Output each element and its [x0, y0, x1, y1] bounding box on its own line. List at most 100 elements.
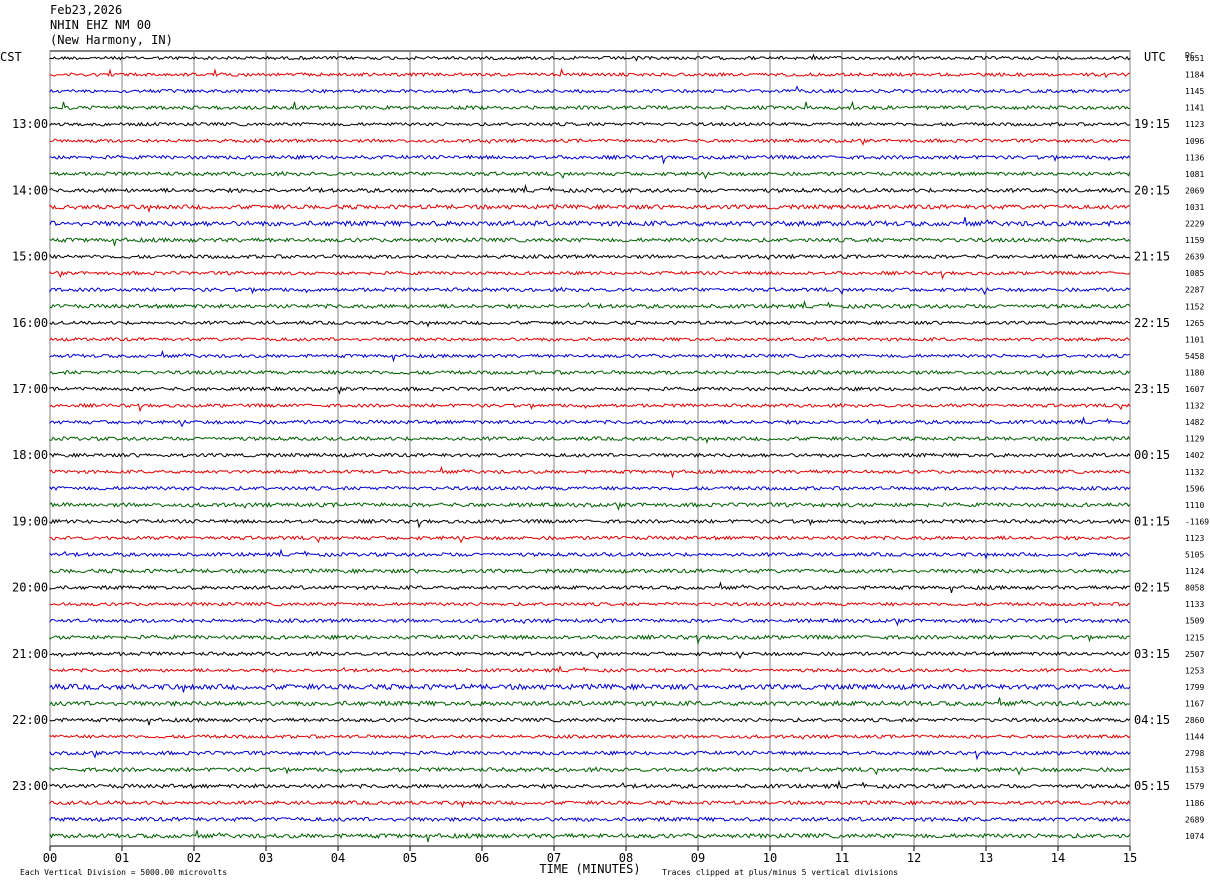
trace-line	[49, 518, 1131, 529]
grid-lines	[49, 51, 1131, 851]
dc-offset-label: 1215	[1185, 633, 1204, 642]
right-hour-label: 02:15	[1134, 581, 1170, 595]
trace-line	[49, 830, 1131, 843]
x-tick-label: 03	[259, 851, 273, 865]
right-hour-label: 04:15	[1134, 713, 1170, 727]
trace-line	[49, 349, 1131, 363]
trace-line	[49, 535, 1131, 544]
dc-offset-label: 1509	[1185, 617, 1204, 626]
trace-line	[49, 682, 1131, 693]
right-timezone-label: UTC	[1144, 50, 1166, 64]
trace-line	[49, 299, 1131, 310]
x-tick-label: 11	[835, 851, 849, 865]
trace-line	[49, 183, 1131, 194]
trace-line	[49, 270, 1131, 280]
x-tick-label: 04	[331, 851, 345, 865]
dc-offset-label: 1153	[1185, 766, 1204, 775]
dc-offset-label: 5105	[1185, 551, 1204, 560]
dc-offset-label: 1124	[1185, 567, 1204, 576]
dc-offset-label: 1110	[1185, 501, 1204, 510]
x-tick-label: 14	[1051, 851, 1065, 865]
right-hour-label: 22:15	[1134, 316, 1170, 330]
trace-line	[49, 416, 1131, 428]
label-group: 00 01 02 03 04 05 06 07 08 09 10 11 12 13 14 15 1051 1184…	[12, 54, 1209, 865]
right-hour-label: 20:15	[1134, 183, 1170, 197]
x-tick-label: 05	[403, 851, 417, 865]
trace-line	[49, 100, 1131, 111]
trace-line	[49, 85, 1131, 94]
x-tick-label: 07	[547, 851, 561, 865]
trace-line	[49, 816, 1131, 823]
dc-offset-label: 8058	[1185, 584, 1204, 593]
left-hour-label: 13:00	[12, 117, 48, 131]
right-hour-label: 03:15	[1134, 647, 1170, 661]
trace-line	[49, 697, 1131, 707]
x-tick-label: 01	[115, 851, 129, 865]
dc-offset-label: 1799	[1185, 683, 1204, 692]
left-hour-label: 21:00	[12, 647, 48, 661]
dc-offset-label: 1482	[1185, 418, 1204, 427]
trace-line	[49, 121, 1131, 127]
trace-line	[49, 286, 1131, 296]
location-label: (New Harmony, IN)	[50, 33, 173, 47]
dc-offset-label: 1253	[1185, 666, 1204, 675]
x-tick-label: 00	[43, 851, 57, 865]
dc-offset-label: 1184	[1185, 71, 1204, 80]
trace-group	[49, 53, 1131, 843]
trace-line	[49, 386, 1131, 395]
trace-line	[49, 138, 1131, 146]
dc-offset-label: 1129	[1185, 435, 1204, 444]
dc-offset-label: 2287	[1185, 286, 1204, 295]
dc-offset-label: 2860	[1185, 716, 1204, 725]
plot-frame	[49, 50, 1131, 847]
dc-offset-label: 2069	[1185, 186, 1204, 195]
dc-offset-label: 1123	[1185, 120, 1204, 129]
trace-line	[49, 766, 1131, 776]
left-hour-label: 16:00	[12, 316, 48, 330]
x-tick-label: 08	[619, 851, 633, 865]
trace-line	[49, 67, 1131, 79]
trace-line	[49, 336, 1131, 342]
dc-offset-label: 1074	[1185, 832, 1204, 841]
left-timezone-label: CST	[0, 50, 22, 64]
dc-offset-label: 1132	[1185, 402, 1204, 411]
trace-line	[49, 435, 1131, 444]
x-tick-label: 15	[1123, 851, 1137, 865]
x-tick-label: 06	[475, 851, 489, 865]
dc-offset-label: 1180	[1185, 368, 1204, 377]
date-label: Feb23,2026	[50, 3, 123, 17]
trace-line	[49, 203, 1131, 214]
trace-line	[49, 369, 1131, 377]
left-hour-label: 17:00	[12, 382, 48, 396]
trace-line	[49, 617, 1130, 627]
dc-offset-label: 1081	[1185, 170, 1204, 179]
left-hour-label: 22:00	[12, 713, 48, 727]
trace-line	[49, 601, 1131, 607]
dc-offset-label: 1141	[1185, 104, 1204, 113]
left-hour-label: 19:00	[12, 514, 48, 528]
trace-line	[49, 779, 1131, 790]
left-hour-label: 14:00	[12, 183, 48, 197]
dc-offset-label: 1136	[1185, 153, 1204, 162]
dc-offset-label: 1133	[1185, 600, 1204, 609]
dc-offset-label: 2229	[1185, 220, 1204, 229]
trace-line	[49, 154, 1131, 165]
dc-offset-label: 1123	[1185, 534, 1204, 543]
dc-offset-label: 1596	[1185, 484, 1204, 493]
trace-line	[49, 581, 1131, 594]
trace-line	[49, 170, 1131, 180]
dc-offset-label: 1132	[1185, 468, 1204, 477]
dc-offset-label: 1101	[1185, 335, 1204, 344]
dc-offset-label: 2689	[1185, 815, 1204, 824]
dc-offset-label: 1051	[1185, 54, 1204, 63]
trace-line	[49, 320, 1131, 328]
dc-offset-label: 2639	[1185, 253, 1204, 262]
trace-line	[49, 465, 1131, 479]
trace-line	[49, 634, 1131, 646]
station-label: NHIN EHZ NM 00	[50, 18, 152, 32]
trace-line	[49, 452, 1131, 459]
dc-offset-label: 1145	[1185, 87, 1204, 96]
x-tick-label: 02	[187, 851, 201, 865]
dc-offset-label: 5458	[1185, 352, 1204, 361]
x-tick-label: 13	[979, 851, 993, 865]
